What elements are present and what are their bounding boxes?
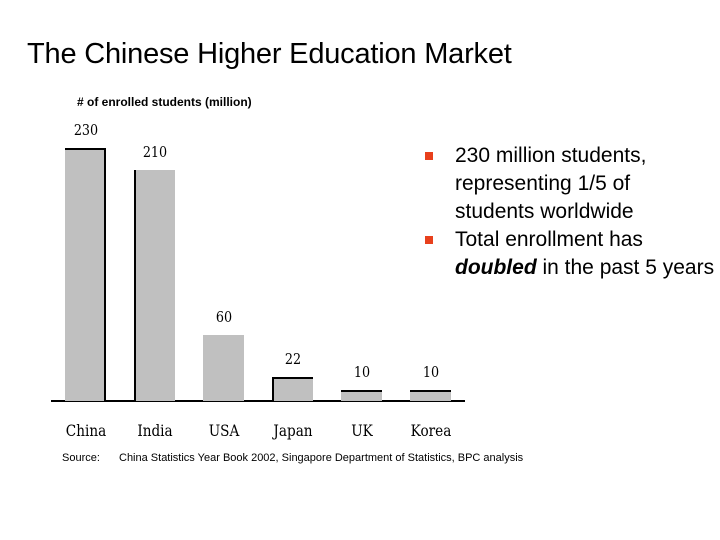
bullet-item: 230 million students, representing 1/5 o… bbox=[425, 142, 715, 226]
x-axis-line bbox=[51, 400, 465, 402]
y-axis-label: # of enrolled students (million) bbox=[77, 95, 252, 109]
value-label: 22 bbox=[284, 350, 301, 368]
bullet-text: 230 million students, representing 1/5 o… bbox=[455, 144, 647, 223]
bar-india bbox=[134, 170, 175, 401]
bar-china bbox=[65, 148, 106, 401]
source-text: China Statistics Year Book 2002, Singapo… bbox=[119, 452, 524, 464]
slide-title: The Chinese Higher Education Market bbox=[27, 38, 512, 70]
square-bullet-icon bbox=[425, 152, 433, 160]
category-label: USA bbox=[208, 421, 239, 440]
bullet-item: Total enrollment has doubled in the past… bbox=[425, 226, 715, 282]
category-label: Korea bbox=[410, 421, 451, 440]
value-label: 10 bbox=[353, 363, 370, 381]
bar-korea bbox=[410, 390, 451, 401]
bar-uk bbox=[341, 390, 382, 401]
bullet-text-before: Total enrollment has bbox=[455, 228, 643, 251]
bullet-text-after: in the past 5 years bbox=[536, 256, 715, 279]
bullet-emphasis: doubled bbox=[455, 256, 537, 279]
category-label: Japan bbox=[272, 421, 313, 440]
value-label: 210 bbox=[142, 143, 167, 161]
value-label: 10 bbox=[422, 363, 439, 381]
source-label: Source: bbox=[62, 452, 100, 464]
bullet-list: 230 million students, representing 1/5 o… bbox=[425, 142, 715, 282]
square-bullet-icon bbox=[425, 236, 433, 244]
value-label: 60 bbox=[215, 308, 232, 326]
category-label: China bbox=[65, 421, 106, 440]
bar-usa bbox=[203, 335, 244, 401]
bar-japan bbox=[272, 377, 313, 401]
value-label: 230 bbox=[73, 121, 98, 139]
category-label: India bbox=[136, 421, 173, 440]
category-label: UK bbox=[350, 421, 373, 440]
